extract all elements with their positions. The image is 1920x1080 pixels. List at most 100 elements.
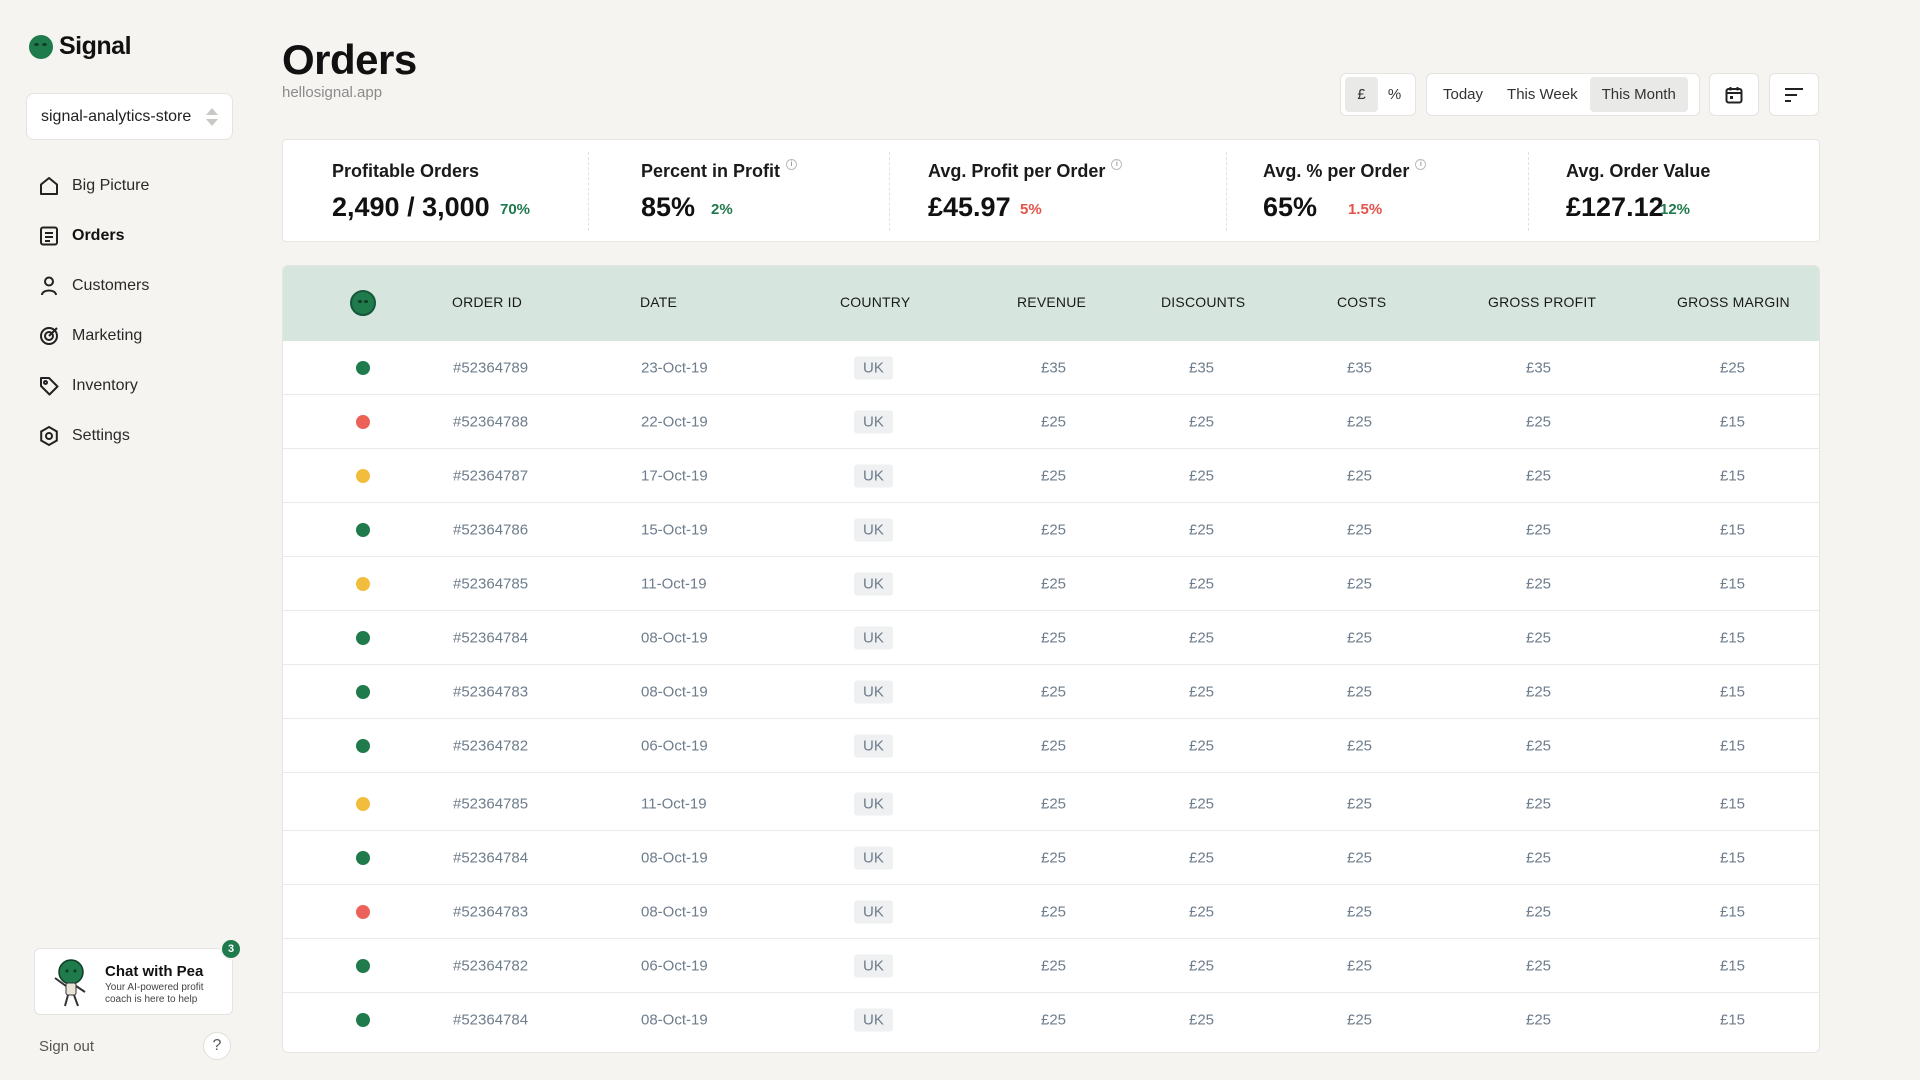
order-date: 08-Oct-19 <box>641 903 708 920</box>
status-dot <box>356 904 370 919</box>
order-date: 22-Oct-19 <box>641 413 708 430</box>
revenue-cell: £25 <box>1041 957 1067 974</box>
kpi-value: £127.12 <box>1566 192 1664 222</box>
revenue-cell: £25 <box>1041 413 1067 430</box>
sort-icon <box>1785 87 1803 102</box>
gross-margin-cell: £15 <box>1720 795 1746 812</box>
sidebar-item-orders[interactable]: Orders <box>38 224 149 248</box>
currency-percent-button[interactable]: % <box>1387 86 1402 103</box>
table-row[interactable]: #52364783 08-Oct-19 UK £25 £25 £25 £25 £15 <box>283 665 1819 719</box>
status-dot <box>356 684 370 699</box>
order-id-link[interactable]: #52364782 <box>453 737 529 754</box>
revenue-cell: £25 <box>1041 1011 1067 1029</box>
gross-profit-cell: £25 <box>1526 737 1552 754</box>
column-header-costs[interactable]: COSTS <box>1337 294 1387 310</box>
country-chip: UK <box>854 626 893 649</box>
sidebar-item-marketing[interactable]: Marketing <box>38 324 149 348</box>
gross-margin-cell: £15 <box>1720 957 1746 974</box>
column-header-gross-margin[interactable]: GROSS MARGIN <box>1677 294 1790 310</box>
info-icon[interactable]: i <box>1111 159 1123 170</box>
order-id-link[interactable]: #52364789 <box>453 359 529 376</box>
table-row[interactable]: #52364786 15-Oct-19 UK £25 £25 £25 £25 £15 <box>283 503 1819 557</box>
order-id-link[interactable]: #52364787 <box>453 467 529 484</box>
kpi-delta: 70% <box>500 201 531 218</box>
sidebar-item-big-picture[interactable]: Big Picture <box>38 174 149 198</box>
order-id-link[interactable]: #52364784 <box>453 1011 529 1029</box>
user-icon <box>38 275 60 297</box>
costs-cell: £25 <box>1347 521 1373 538</box>
order-id-link[interactable]: #52364784 <box>453 629 529 646</box>
column-header-discounts[interactable]: DISCOUNTS <box>1161 294 1246 310</box>
order-date: 11-Oct-19 <box>641 795 707 812</box>
order-date: 08-Oct-19 <box>641 1011 708 1029</box>
status-dot <box>356 850 370 865</box>
gross-profit-cell: £25 <box>1526 521 1552 538</box>
column-header-revenue[interactable]: REVENUE <box>1017 294 1087 310</box>
column-header-country[interactable]: COUNTRY <box>840 294 911 310</box>
chat-notification-badge: 3 <box>220 938 242 960</box>
order-id-link[interactable]: #52364782 <box>453 957 529 974</box>
sidebar-item-label: Settings <box>72 427 130 444</box>
revenue-cell: £25 <box>1041 467 1067 484</box>
discounts-cell: £25 <box>1189 629 1215 646</box>
table-row[interactable]: #52364785 11-Oct-19 UK £25 £25 £25 £25 £15 <box>283 777 1819 831</box>
gross-profit-cell: £25 <box>1526 795 1552 812</box>
discounts-cell: £25 <box>1189 683 1215 700</box>
calendar-button[interactable] <box>1709 73 1759 116</box>
gross-profit-cell: £25 <box>1526 413 1552 430</box>
help-button[interactable]: ? <box>203 1032 231 1060</box>
costs-cell: £35 <box>1347 359 1373 376</box>
receipt-icon <box>38 225 60 247</box>
sidebar-item-label: Big Picture <box>72 177 150 194</box>
costs-cell: £25 <box>1347 575 1373 592</box>
period-this-month-button[interactable]: This Month <box>1589 77 1688 112</box>
table-row[interactable]: #52364787 17-Oct-19 UK £25 £25 £25 £25 £15 <box>283 449 1819 503</box>
table-row[interactable]: #52364788 22-Oct-19 UK £25 £25 £25 £25 £15 <box>283 395 1819 449</box>
chat-with-pea-card[interactable]: Chat with Pea Your AI-powered profit coa… <box>34 938 242 1015</box>
order-id-link[interactable]: #52364785 <box>453 575 529 592</box>
currency-pound-button[interactable]: £ <box>1345 77 1378 112</box>
gross-margin-cell: £15 <box>1720 903 1746 920</box>
order-id-link[interactable]: #52364783 <box>453 903 529 920</box>
costs-cell: £25 <box>1347 683 1373 700</box>
order-id-link[interactable]: #52364785 <box>453 795 529 812</box>
sidebar-item-settings[interactable]: Settings <box>38 424 149 448</box>
table-row[interactable]: #52364789 23-Oct-19 UK £35 £35 £35 £35 £25 <box>283 341 1819 395</box>
column-header-gross-profit[interactable]: GROSS PROFIT <box>1488 294 1597 310</box>
column-header-date[interactable]: DATE <box>640 294 678 310</box>
info-icon[interactable]: i <box>786 159 798 170</box>
table-row[interactable]: #52364784 08-Oct-19 UK £25 £25 £25 £25 £15 <box>283 611 1819 665</box>
app-logo[interactable]: Signal <box>29 32 132 61</box>
table-row[interactable]: #52364784 08-Oct-19 UK £25 £25 £25 £25 £15 <box>283 831 1819 885</box>
sidebar-item-inventory[interactable]: Inventory <box>38 374 149 398</box>
country-chip: UK <box>854 846 893 869</box>
country-chip: UK <box>854 410 893 433</box>
discounts-cell: £25 <box>1189 575 1215 592</box>
sign-out-link[interactable]: Sign out <box>39 1038 95 1055</box>
order-id-link[interactable]: #52364784 <box>453 849 529 866</box>
sidebar-item-customers[interactable]: Customers <box>38 274 149 298</box>
order-date: 23-Oct-19 <box>641 359 708 376</box>
store-selector[interactable]: signal-analytics-store <box>26 93 233 140</box>
gross-profit-cell: £25 <box>1526 903 1552 920</box>
sort-button[interactable] <box>1769 73 1819 116</box>
kpi-divider <box>1528 152 1529 231</box>
country-chip: UK <box>854 356 893 379</box>
table-row[interactable]: #52364782 06-Oct-19 UK £25 £25 £25 £25 £15 <box>283 719 1819 773</box>
info-icon[interactable]: i <box>1415 159 1427 170</box>
table-row[interactable]: #52364782 06-Oct-19 UK £25 £25 £25 £25 £15 <box>283 939 1819 993</box>
kpi-delta: 2% <box>711 201 733 218</box>
table-row[interactable]: #52364784 08-Oct-19 UK £25 £25 £25 £25 £15 <box>283 993 1819 1047</box>
sidebar-item-label: Marketing <box>72 327 143 344</box>
order-id-link[interactable]: #52364788 <box>453 413 529 430</box>
order-id-link[interactable]: #52364786 <box>453 521 529 538</box>
period-today-button[interactable]: Today <box>1443 86 1484 103</box>
country-chip: UK <box>854 518 893 541</box>
kpi-divider <box>1226 152 1227 231</box>
table-row[interactable]: #52364785 11-Oct-19 UK £25 £25 £25 £25 £15 <box>283 557 1819 611</box>
order-id-link[interactable]: #52364783 <box>453 683 529 700</box>
table-row[interactable]: #52364783 08-Oct-19 UK £25 £25 £25 £25 £15 <box>283 885 1819 939</box>
column-header-order-id[interactable]: ORDER ID <box>452 294 523 310</box>
period-this-week-button[interactable]: This Week <box>1507 86 1578 103</box>
country-chip: UK <box>854 1008 893 1032</box>
